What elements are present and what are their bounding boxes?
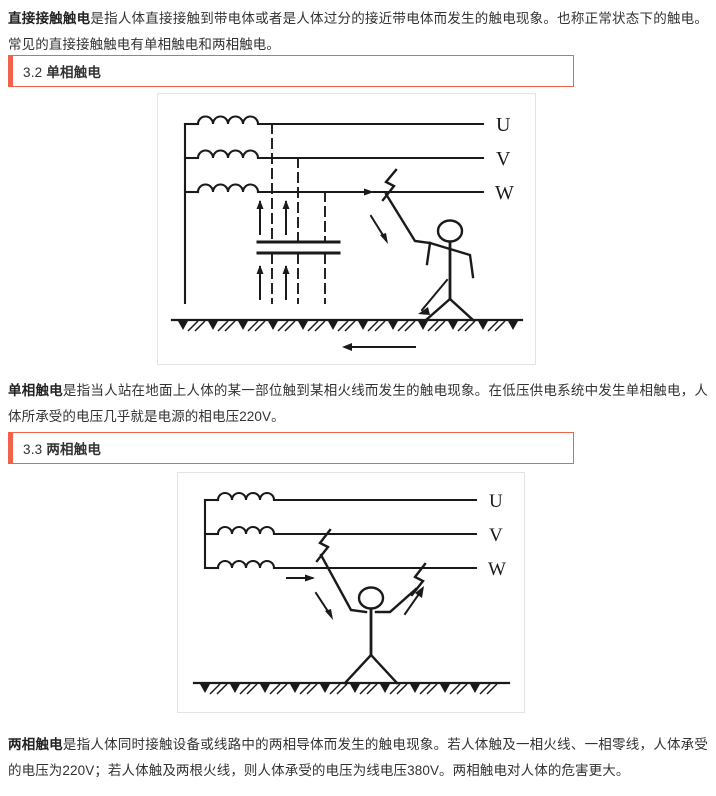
phase-label-w: W [495, 182, 514, 204]
paragraph-single-phase-lead: 单相触电 [8, 383, 63, 398]
section-title-3-2: 单相触电 [46, 65, 102, 80]
section-header-3-3: 3.3 两相触电 [8, 432, 574, 464]
section-header-3-2: 3.2 单相触电 [8, 55, 574, 87]
section-number-3-2: 3.2 [23, 65, 43, 80]
paragraph-two-phase-body: 是指人体同时接触设备或线路中的两相导体而发生的触电现象。若人体触及一相火线、一相… [8, 737, 708, 778]
section-header-3-2-label: 3.2 单相触电 [23, 61, 101, 81]
paragraph-two-phase: 两相触电是指人体同时接触设备或线路中的两相导体而发生的触电现象。若人体触及一相火… [8, 732, 708, 784]
phase-label-w-2: W [488, 559, 506, 580]
section-number-3-3: 3.3 [23, 442, 43, 457]
paragraph-intro-lead: 直接接触触电 [8, 11, 91, 26]
ground-hatching-2 [200, 683, 498, 695]
single-phase-diagram-svg: U V W [170, 114, 524, 351]
section-title-3-3: 两相触电 [46, 442, 102, 457]
earth-return-arrow [342, 343, 416, 351]
ground-hatching [178, 320, 518, 332]
paragraph-two-phase-lead: 两相触电 [8, 737, 63, 752]
phase-label-u: U [496, 114, 511, 136]
phase-label-v-2: V [489, 525, 503, 546]
paragraph-intro-body: 是指人体直接接触到带电体或者是人体过分的接近带电体而发生的触电现象。也称正常状态… [8, 11, 708, 52]
figure-two-phase-diagram: U V W [177, 472, 525, 713]
section-header-3-3-label: 3.3 两相触电 [23, 438, 101, 458]
figure-single-phase-diagram: U V W [157, 93, 536, 365]
paragraph-intro: 直接接触触电是指人体直接接触到带电体或者是人体过分的接近带电体而发生的触电现象。… [8, 6, 708, 58]
paragraph-single-phase: 单相触电是指当人站在地面上人体的某一部位触到某相火线而发生的触电现象。在低压供电… [8, 378, 708, 430]
phase-label-v: V [496, 148, 511, 170]
phase-label-u-2: U [489, 491, 503, 512]
paragraph-single-phase-body: 是指当人站在地面上人体的某一部位触到某相火线而发生的触电现象。在低压供电系统中发… [8, 383, 708, 424]
two-phase-diagram-svg: U V W [192, 491, 511, 695]
